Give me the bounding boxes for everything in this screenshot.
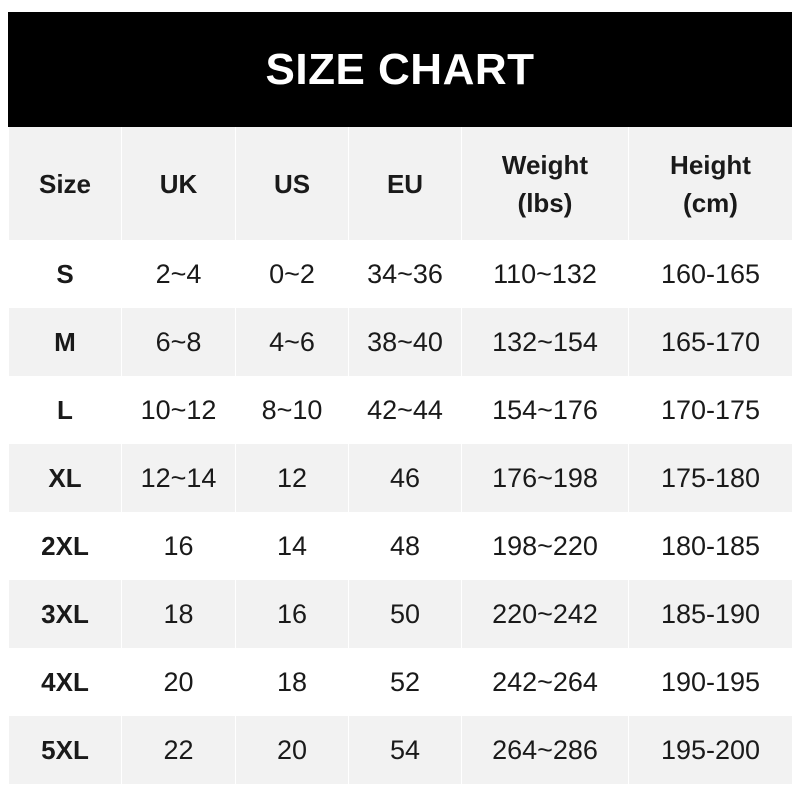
table-cell: 242~264 — [461, 648, 629, 716]
table-cell: 8~10 — [235, 376, 349, 444]
table-row: XL 12~14 12 46 176~198 175-180 — [8, 444, 793, 512]
size-table: Size UK US EU Weight (lbs) Height (cm) S 2~4 0~… — [8, 127, 793, 784]
column-header: Height (cm) — [628, 127, 793, 240]
table-cell: 16 — [121, 512, 236, 580]
table-cell: 175-180 — [628, 444, 793, 512]
table-cell: 6~8 — [121, 308, 236, 376]
column-header: UK — [121, 127, 236, 240]
table-cell: 195-200 — [628, 716, 793, 784]
table-cell: 160-165 — [628, 240, 793, 308]
size-cell: L — [8, 376, 122, 444]
header-row: Size UK US EU Weight (lbs) Height (cm) — [8, 127, 793, 240]
table-cell: 34~36 — [348, 240, 462, 308]
table-cell: 48 — [348, 512, 462, 580]
table-cell: 264~286 — [461, 716, 629, 784]
table-row: 4XL 20 18 52 242~264 190-195 — [8, 648, 793, 716]
size-cell: 4XL — [8, 648, 122, 716]
table-cell: 190-195 — [628, 648, 793, 716]
table-cell: 20 — [235, 716, 349, 784]
table-row: M 6~8 4~6 38~40 132~154 165-170 — [8, 308, 793, 376]
table-cell: 52 — [348, 648, 462, 716]
table-body: S 2~4 0~2 34~36 110~132 160-165 M 6~8 4~6 38~40 13… — [8, 240, 793, 784]
table-cell: 220~242 — [461, 580, 629, 648]
table-cell: 46 — [348, 444, 462, 512]
table-cell: 18 — [121, 580, 236, 648]
table-cell: 18 — [235, 648, 349, 716]
table-cell: 198~220 — [461, 512, 629, 580]
size-cell: M — [8, 308, 122, 376]
table-cell: 2~4 — [121, 240, 236, 308]
table-cell: 16 — [235, 580, 349, 648]
table-cell: 20 — [121, 648, 236, 716]
column-header: Weight (lbs) — [461, 127, 629, 240]
table-cell: 180-185 — [628, 512, 793, 580]
size-cell: S — [8, 240, 122, 308]
table-cell: 165-170 — [628, 308, 793, 376]
table-cell: 14 — [235, 512, 349, 580]
table-row: S 2~4 0~2 34~36 110~132 160-165 — [8, 240, 793, 308]
table-cell: 154~176 — [461, 376, 629, 444]
table-row: 3XL 18 16 50 220~242 185-190 — [8, 580, 793, 648]
table-cell: 0~2 — [235, 240, 349, 308]
table-cell: 38~40 — [348, 308, 462, 376]
table-cell: 170-175 — [628, 376, 793, 444]
column-header: Size — [8, 127, 122, 240]
size-cell: XL — [8, 444, 122, 512]
table-cell: 110~132 — [461, 240, 629, 308]
size-cell: 2XL — [8, 512, 122, 580]
size-cell: 5XL — [8, 716, 122, 784]
table-row: L 10~12 8~10 42~44 154~176 170-175 — [8, 376, 793, 444]
table-cell: 54 — [348, 716, 462, 784]
table-cell: 185-190 — [628, 580, 793, 648]
column-header: US — [235, 127, 349, 240]
table-cell: 22 — [121, 716, 236, 784]
table-cell: 42~44 — [348, 376, 462, 444]
table-cell: 12~14 — [121, 444, 236, 512]
table-cell: 4~6 — [235, 308, 349, 376]
size-chart-title: SIZE CHART — [8, 12, 792, 127]
table-cell: 10~12 — [121, 376, 236, 444]
table-row: 5XL 22 20 54 264~286 195-200 — [8, 716, 793, 784]
column-header: EU — [348, 127, 462, 240]
size-cell: 3XL — [8, 580, 122, 648]
table-cell: 50 — [348, 580, 462, 648]
table-cell: 176~198 — [461, 444, 629, 512]
table-cell: 132~154 — [461, 308, 629, 376]
table-row: 2XL 16 14 48 198~220 180-185 — [8, 512, 793, 580]
table-cell: 12 — [235, 444, 349, 512]
